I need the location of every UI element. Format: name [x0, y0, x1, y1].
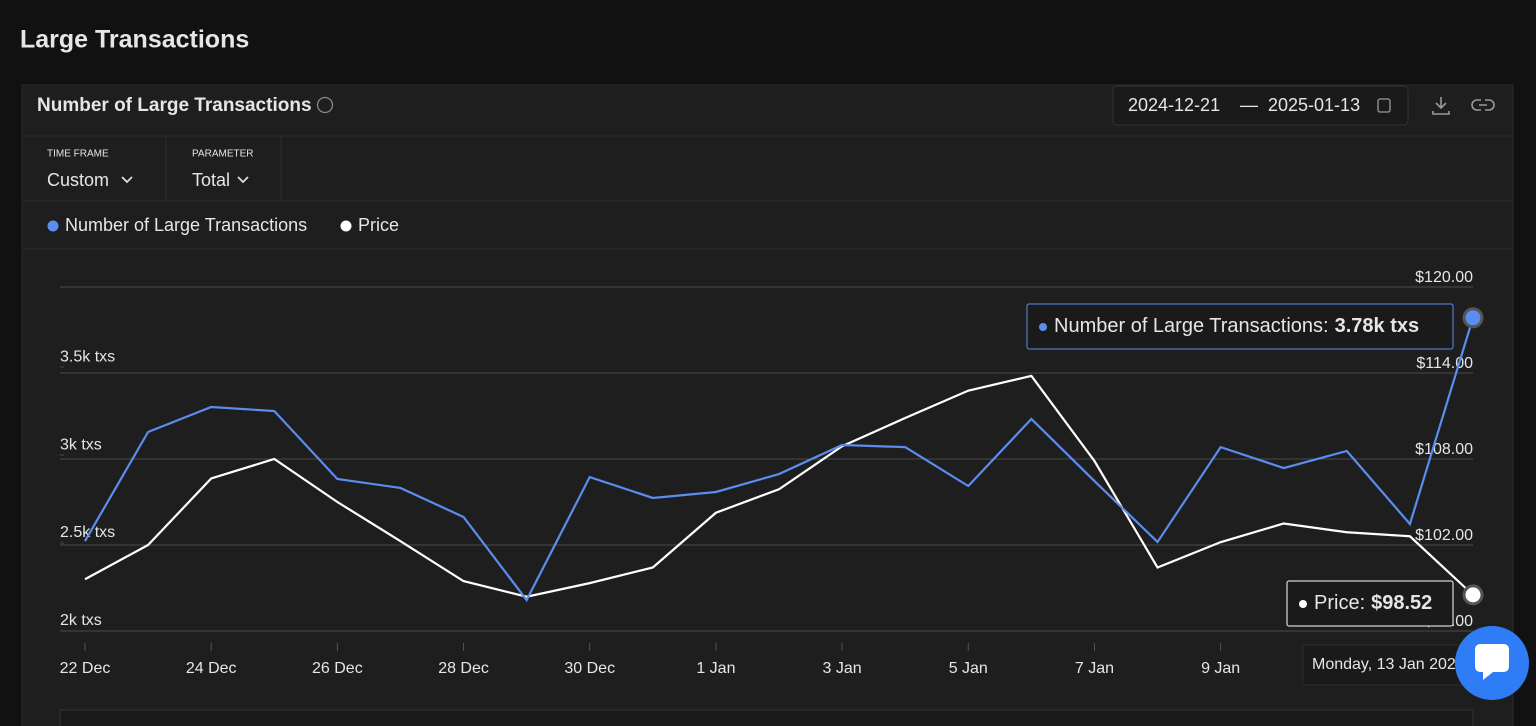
tooltip-box: [1286, 580, 1454, 627]
legend-label: Number of Large Transactions: [65, 215, 307, 235]
tooltip-box: [1026, 303, 1454, 350]
tooltip-value: 3.78k txs: [1335, 315, 1420, 337]
y2-tick-label: $120.00: [1415, 269, 1473, 286]
help-icon[interactable]: [316, 96, 334, 114]
tooltip-dot: [1039, 323, 1047, 331]
date-sep: —: [1240, 95, 1258, 115]
download-icon[interactable]: [1432, 97, 1450, 115]
link-icon[interactable]: [1471, 99, 1495, 111]
filter-value[interactable]: Total: [192, 170, 230, 190]
x-tick-label: 3 Jan: [823, 660, 862, 677]
y-tick-label: 3k txs: [60, 436, 102, 453]
date-to: 2025-01-13: [1268, 95, 1360, 115]
card: [21, 84, 1514, 726]
date-from: 2024-12-21: [1128, 95, 1220, 115]
x-tick-label: 7 Jan: [1075, 660, 1114, 677]
y2-tick-label: $102.00: [1415, 527, 1473, 544]
series-line: [84, 317, 1475, 603]
point: [1462, 584, 1484, 606]
navigator[interactable]: [59, 709, 1474, 726]
series-line: [84, 374, 1474, 598]
point: [1462, 307, 1484, 329]
x-tick-label: 30 Dec: [564, 660, 615, 677]
tooltip-value: $98.52: [1371, 592, 1432, 614]
tooltip-dot: [1299, 600, 1307, 608]
chart: Number of Large TransactionsPrice$96.00$…: [47, 215, 1484, 686]
y-tick-label: 2.5k txs: [60, 524, 115, 541]
tooltip-text: Number of Large Transactions: 3.78k txs: [1054, 315, 1419, 337]
calendar-icon[interactable]: [1377, 98, 1391, 113]
card-title: Number of Large Transactions: [37, 95, 312, 116]
x-tick-label: 26 Dec: [312, 660, 363, 677]
filter-label: TIME FRAME: [47, 149, 109, 160]
x-tick-label: 28 Dec: [438, 660, 489, 677]
x-tick-label: 1 Jan: [696, 660, 735, 677]
tooltip-label: Price:: [1314, 592, 1365, 614]
tooltip-date-box: [1302, 644, 1484, 686]
tooltip-label: Number of Large Transactions:: [1054, 315, 1329, 337]
chat-icon: [1475, 644, 1509, 680]
y-tick-label: 3.5k txs: [60, 348, 115, 365]
y2-tick-label: $108.00: [1415, 441, 1473, 458]
tooltip-text: Price: $98.52: [1314, 592, 1432, 614]
x-tick-label: 9 Jan: [1201, 660, 1240, 677]
filter-label: PARAMETER: [192, 149, 254, 160]
dropdown-icon[interactable]: [121, 176, 133, 184]
legend-dot: [340, 220, 352, 232]
date-range[interactable]: [1112, 85, 1409, 126]
x-tick-label: 24 Dec: [186, 660, 237, 677]
y-tick-label: 2k txs: [60, 612, 102, 629]
tooltip-date: Monday, 13 Jan 2025: [1312, 656, 1465, 673]
dropdown-icon[interactable]: [237, 176, 249, 184]
page-title: Large Transactions: [20, 26, 249, 54]
x-tick-label: 22 Dec: [60, 660, 111, 677]
legend-label: Price: [358, 215, 399, 235]
y2-tick-label: $114.00: [1416, 355, 1473, 372]
legend-dot: [47, 220, 59, 232]
x-tick-label: 5 Jan: [949, 660, 988, 677]
filter-value[interactable]: Custom: [47, 170, 109, 190]
